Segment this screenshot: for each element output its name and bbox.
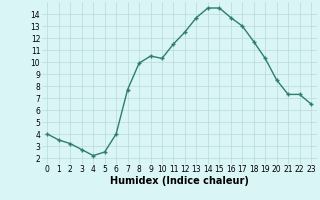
X-axis label: Humidex (Indice chaleur): Humidex (Indice chaleur) [110,176,249,186]
